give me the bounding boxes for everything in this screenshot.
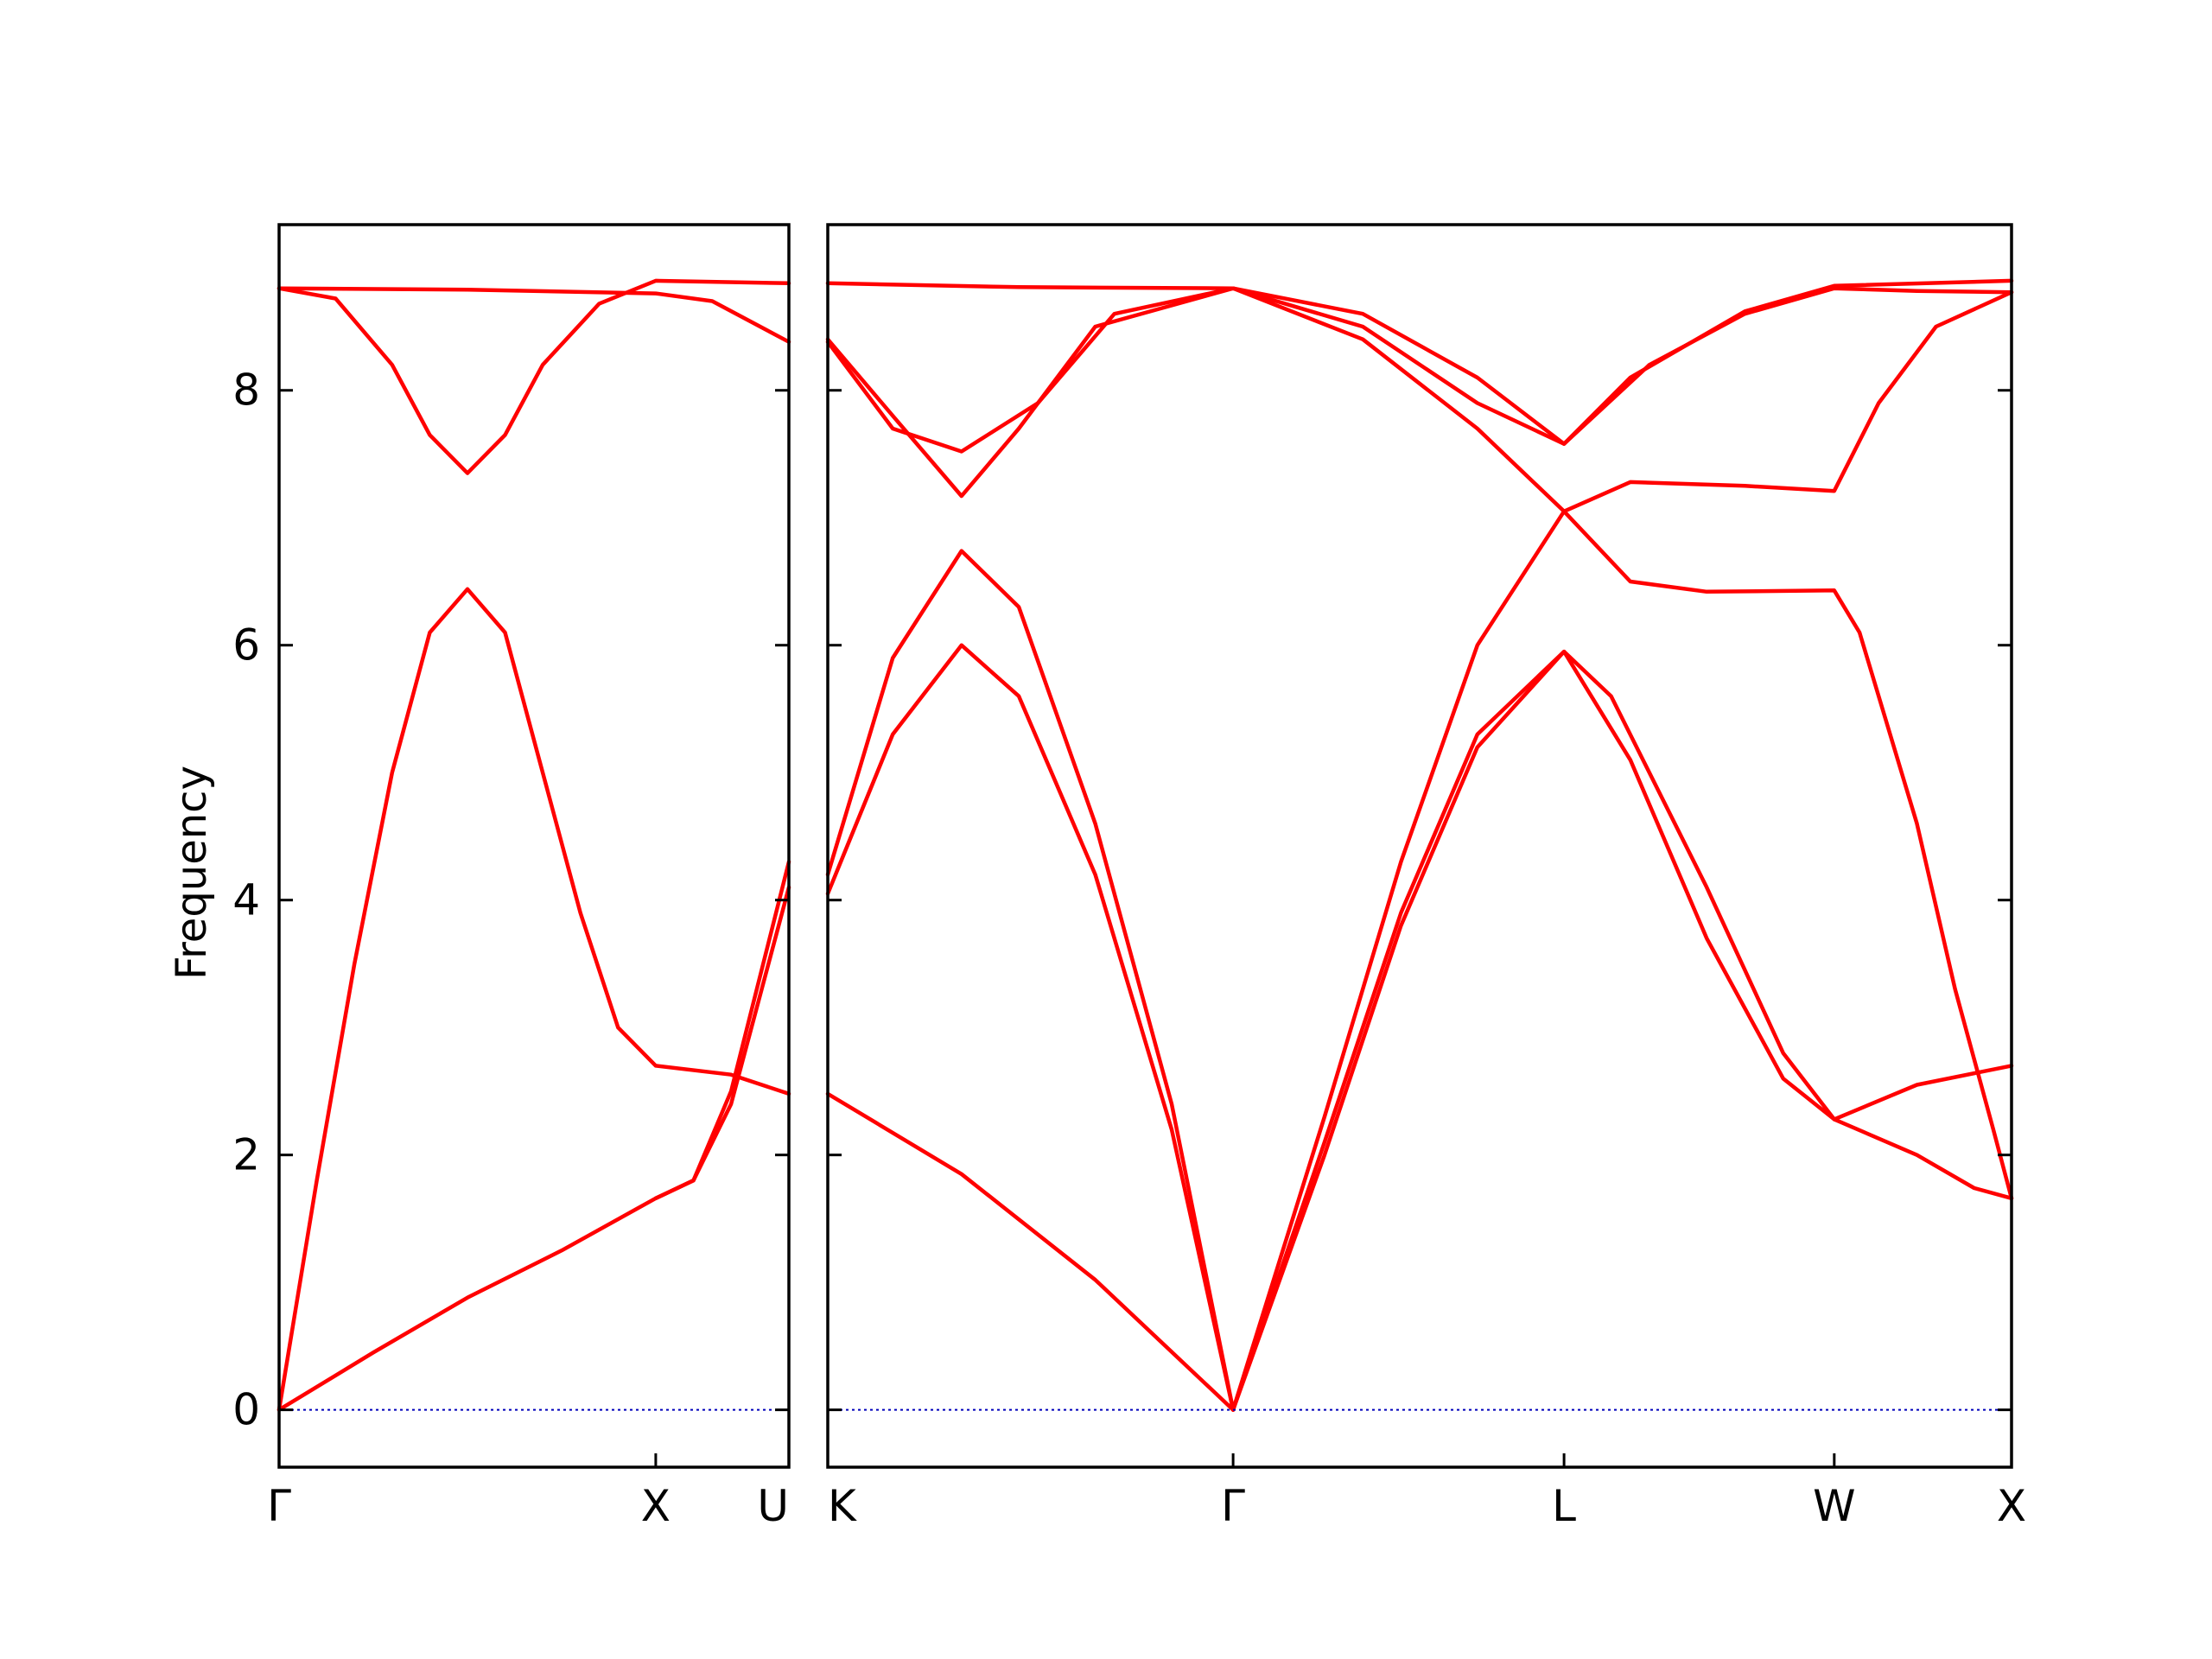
right-xtick-label-2: Γ bbox=[1221, 1481, 1245, 1531]
right-band-10 bbox=[1230, 649, 2014, 1412]
right-band-9 bbox=[1230, 649, 2014, 1412]
right-band-8 bbox=[1230, 289, 2014, 1412]
right-plot-frame bbox=[826, 223, 2013, 1469]
right-band-5 bbox=[825, 286, 2014, 454]
ytick-label-4: 4 bbox=[232, 875, 260, 925]
right-band-7 bbox=[1230, 286, 2014, 1201]
left-xtick-label-3: U bbox=[757, 1481, 789, 1531]
ytick-label-2: 2 bbox=[232, 1130, 260, 1180]
right-band-6 bbox=[825, 281, 1236, 290]
left-xtick-label-1: Γ bbox=[267, 1481, 291, 1531]
y-axis-label: Frequency bbox=[168, 766, 216, 980]
left-xtick-label-2: X bbox=[641, 1481, 671, 1531]
right-xtick-label-4: W bbox=[1813, 1481, 1855, 1531]
right-xtick-label-3: L bbox=[1552, 1481, 1576, 1531]
ytick-label-6: 6 bbox=[232, 620, 260, 671]
right-band-4 bbox=[825, 278, 2014, 499]
ytick-label-8: 8 bbox=[232, 365, 260, 416]
left-series-group bbox=[276, 278, 791, 1412]
right-xtick-label-1: K bbox=[828, 1481, 857, 1531]
left-plot-frame bbox=[277, 223, 791, 1469]
left-band-2 bbox=[276, 587, 791, 1412]
right-xtick-label-5: X bbox=[1997, 1481, 2026, 1531]
right-band-2 bbox=[825, 643, 1236, 1412]
left-band-1 bbox=[276, 885, 791, 1412]
right-series-group bbox=[825, 278, 2014, 1412]
left-panel: 0 2 4 6 8 Γ X U bbox=[232, 223, 791, 1531]
left-tick-group: 0 2 4 6 8 Γ X U bbox=[232, 365, 791, 1531]
right-band-3 bbox=[825, 549, 1236, 1412]
ytick-label-0: 0 bbox=[232, 1385, 260, 1435]
left-band-4 bbox=[276, 286, 791, 344]
right-band-1 bbox=[825, 1091, 1236, 1412]
left-band-5 bbox=[653, 860, 791, 1201]
